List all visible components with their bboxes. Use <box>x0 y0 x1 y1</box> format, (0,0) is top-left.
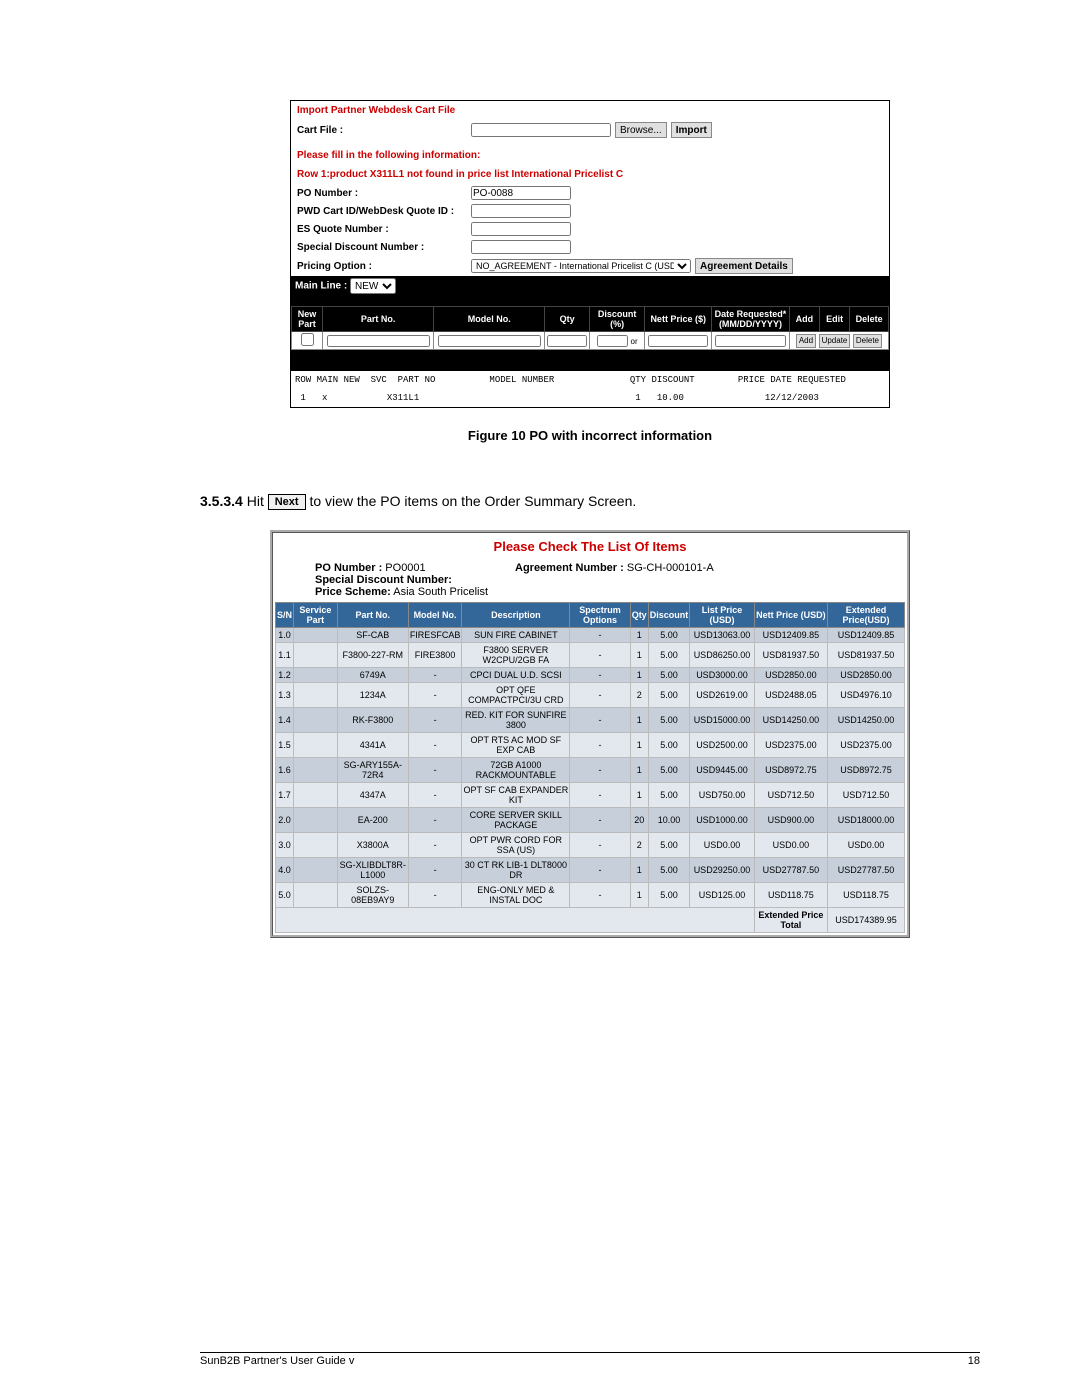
col-qty: Qty <box>545 307 589 332</box>
cart-lines-table: New Part Part No. Model No. Qty Discount… <box>291 306 889 350</box>
main-line-label: Main Line : <box>295 281 347 292</box>
sdn-input[interactable] <box>471 240 571 254</box>
col-date: Date Requested* (MM/DD/YYYY) <box>712 307 790 332</box>
table-row: 1.74347A-OPT SF CAB EXPANDER KIT-15.00US… <box>276 783 905 808</box>
ext-total-label: Extended Price Total <box>754 908 827 933</box>
pwd-input[interactable] <box>471 204 571 218</box>
col-edit: Edit <box>820 307 850 332</box>
items-col-header: List Price (USD) <box>690 603 755 628</box>
items-col-header: Nett Price (USD) <box>754 603 827 628</box>
table-row: 1.6SG-ARY155A-72R4-72GB A1000 RACKMOUNTA… <box>276 758 905 783</box>
part-no-input[interactable] <box>327 335 430 347</box>
col-add: Add <box>789 307 819 332</box>
footer-left: SunB2B Partner's User Guide v <box>200 1355 354 1367</box>
table-row: 2.0EA-200-CORE SERVER SKILL PACKAGE-2010… <box>276 808 905 833</box>
cart-file-input[interactable] <box>471 123 611 137</box>
es-input[interactable] <box>471 222 571 236</box>
col-delete: Delete <box>850 307 889 332</box>
table-row: or Add Update Delete <box>292 332 889 350</box>
import-title: Import Partner Webdesk Cart File <box>291 101 889 120</box>
table-row: 1.54341A-OPT RTS AC MOD SF EXP CAB-15.00… <box>276 733 905 758</box>
page-footer: SunB2B Partner's User Guide v 18 <box>200 1352 980 1367</box>
pricing-select[interactable]: NO_AGREEMENT - International Pricelist C… <box>471 259 691 273</box>
items-col-header: Part No. <box>337 603 408 628</box>
table-row: 3.0X3800A-OPT PWR CORD FOR SSA (US)-25.0… <box>276 833 905 858</box>
next-button-icon: Next <box>268 494 306 510</box>
items-col-header: Extended Price(USD) <box>828 603 905 628</box>
section-number: 3.5.3.4 <box>200 493 243 509</box>
instruction-line: 3.5.3.4 Hit Next to view the PO items on… <box>200 493 980 510</box>
table-row: 5.0SOLZS-08EB9AY9-ENG-ONLY MED & INSTAL … <box>276 883 905 908</box>
pwd-label: PWD Cart ID/WebDesk Quote ID : <box>297 206 467 217</box>
col-nett: Nett Price ($) <box>645 307 712 332</box>
table-row: 1.1F3800-227-RMFIRE3800F3800 SERVER W2CP… <box>276 643 905 668</box>
items-table: S/NService PartPart No.Model No.Descript… <box>275 602 905 933</box>
item-list-panel: Please Check The List Of Items PO Number… <box>270 530 910 938</box>
items-col-header: Qty <box>630 603 648 628</box>
import-cart-panel: Import Partner Webdesk Cart File Cart Fi… <box>290 100 890 408</box>
import-button[interactable]: Import <box>671 122 712 138</box>
items-col-header: Discount <box>648 603 690 628</box>
col-model-no: Model No. <box>434 307 545 332</box>
qty-input[interactable] <box>547 335 586 347</box>
col-part-no: Part No. <box>323 307 434 332</box>
main-line-select[interactable]: NEW <box>350 278 396 294</box>
row-error: Row 1:product X311L1 not found in price … <box>291 165 889 184</box>
items-col-header: S/N <box>276 603 294 628</box>
cart-file-label: Cart File : <box>297 125 467 136</box>
fill-info-label: Please fill in the following information… <box>291 140 889 165</box>
items-col-header: Model No. <box>408 603 462 628</box>
col-new-part: New Part <box>292 307 323 332</box>
date-input[interactable] <box>715 335 786 347</box>
items-col-header: Description <box>462 603 570 628</box>
table-row: 1.26749A-CPCI DUAL U.D. SCSI-15.00USD300… <box>276 668 905 683</box>
po-number-input[interactable] <box>471 186 571 200</box>
table-row: 1.4RK-F3800-RED. KIT FOR SUNFIRE 3800-15… <box>276 708 905 733</box>
table-row: 1.31234A-OPT QFE COMPACTPCI/3U CRD-25.00… <box>276 683 905 708</box>
new-part-checkbox[interactable] <box>301 333 314 346</box>
col-discount: Discount (%) <box>589 307 645 332</box>
agreement-details-button[interactable]: Agreement Details <box>695 258 793 274</box>
footer-right: 18 <box>968 1355 980 1367</box>
row-update-button[interactable]: Update <box>819 334 851 348</box>
pricing-label: Pricing Option : <box>297 261 467 272</box>
mono-data: 1 x X311L1 1 10.00 12/12/2003 <box>291 389 889 407</box>
table-row: 4.0SG-XLIBDLT8R-L1000-30 CT RK LIB-1 DLT… <box>276 858 905 883</box>
mono-header: ROW MAIN NEW SVC PART NO MODEL NUMBER QT… <box>291 370 889 389</box>
panel2-title: Please Check The List Of Items <box>275 535 905 558</box>
figure-caption: Figure 10 PO with incorrect information <box>200 428 980 443</box>
model-no-input[interactable] <box>438 335 541 347</box>
row-add-button[interactable]: Add <box>796 334 816 348</box>
panel2-meta: PO Number : PO0001 Agreement Number : SG… <box>275 558 905 602</box>
items-col-header: Spectrum Options <box>570 603 630 628</box>
nett-input[interactable] <box>648 335 708 347</box>
es-label: ES Quote Number : <box>297 224 467 235</box>
po-number-label: PO Number : <box>297 188 467 199</box>
row-delete-button[interactable]: Delete <box>853 334 882 348</box>
table-row: 1.0SF-CABFIRESFCABSUN FIRE CABINET-15.00… <box>276 628 905 643</box>
sdn-label: Special Discount Number : <box>297 242 467 253</box>
items-col-header: Service Part <box>294 603 338 628</box>
browse-button[interactable]: Browse... <box>615 122 667 138</box>
ext-total-value: USD174389.95 <box>828 908 905 933</box>
discount-input[interactable] <box>597 335 629 347</box>
